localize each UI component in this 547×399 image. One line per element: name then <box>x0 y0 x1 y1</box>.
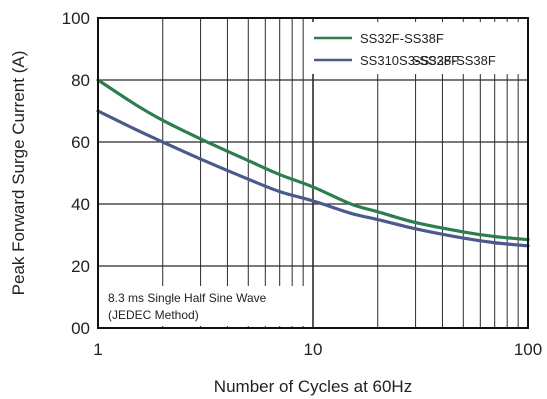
curves <box>96 78 530 248</box>
x-tick-labels: 1 10 100 <box>93 340 542 359</box>
legend-label-ss32f: SS32F-SS38F <box>360 31 444 46</box>
y-tick-label: 20 <box>71 257 90 276</box>
x-tick-label: 1 <box>93 340 102 359</box>
x-tick-label: 10 <box>304 340 323 359</box>
y-axis-title: Peak Forward Surge Current (A) <box>9 51 28 296</box>
annotation-line-2: (JEDEC Method) <box>108 308 199 322</box>
plot-border <box>97 17 529 329</box>
y-tick-label: 100 <box>62 9 90 28</box>
y-tick-label: 40 <box>71 195 90 214</box>
legend-box <box>306 22 524 74</box>
legend-label-ss310: SS310S3-SS38F <box>360 53 459 68</box>
y-tick-label: 80 <box>71 71 90 90</box>
grid-lines <box>98 18 528 328</box>
y-tick-labels: 00 20 40 60 80 100 <box>62 9 90 338</box>
y-tick-label: 00 <box>71 319 90 338</box>
x-tick-label: 100 <box>514 340 542 359</box>
annotation-box: 8.3 ms Single Half Sine Wave (JEDEC Meth… <box>102 286 304 326</box>
legend-label-overlap: SS32F-SS38F <box>412 53 496 68</box>
series-line-1 <box>96 109 530 248</box>
x-axis-title: Number of Cycles at 60Hz <box>214 377 412 396</box>
y-tick-label: 60 <box>71 133 90 152</box>
legend: SS32F-SS38F SS310S3-SS38F SS32F-SS38F <box>306 22 524 74</box>
series-line-0 <box>96 78 530 242</box>
annotation-background <box>102 286 304 326</box>
annotation-line-1: 8.3 ms Single Half Sine Wave <box>108 291 267 305</box>
